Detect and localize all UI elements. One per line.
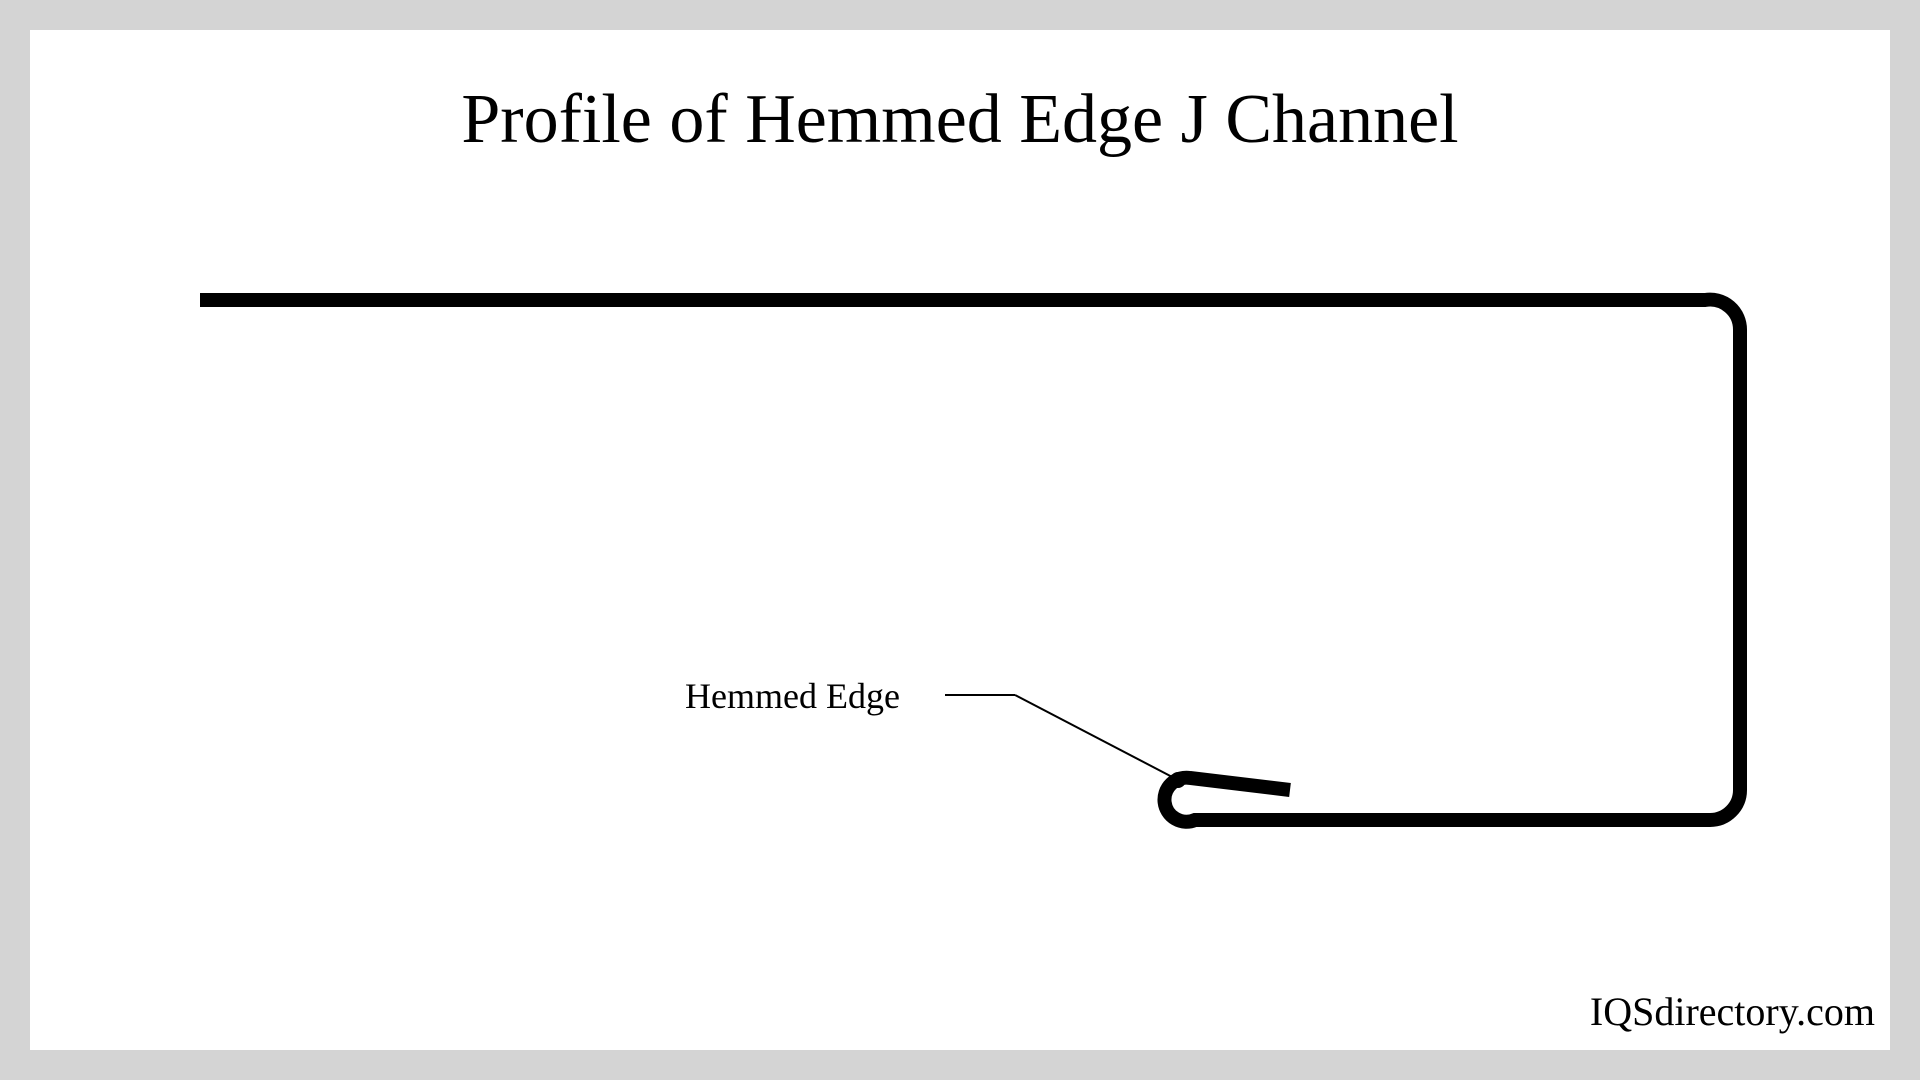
leader-line-diagonal (1015, 695, 1178, 780)
profile-diagram (30, 30, 1890, 1050)
watermark-text: IQSdirectory.com (1590, 988, 1875, 1035)
j-channel-profile (200, 300, 1740, 822)
hemmed-edge-label: Hemmed Edge (685, 675, 900, 717)
leader-dot (1170, 772, 1186, 788)
diagram-canvas: Profile of Hemmed Edge J Channel Hemmed … (30, 30, 1890, 1050)
